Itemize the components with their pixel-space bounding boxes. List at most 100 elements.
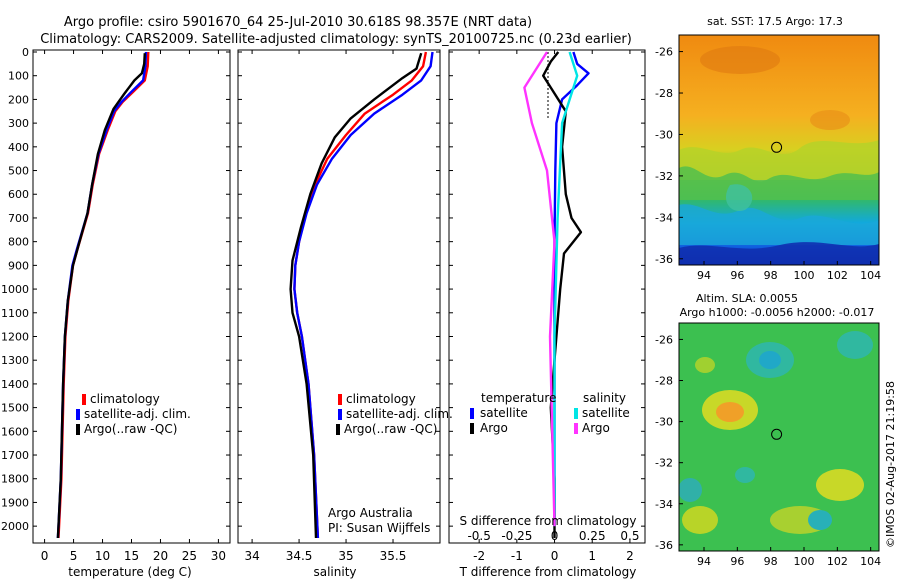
map-x-tick-label: 102 — [827, 269, 848, 282]
x-tick-label: 15 — [124, 549, 139, 563]
sst-field — [679, 35, 879, 265]
salinity-axes-box — [237, 49, 441, 544]
x-top-tick-label: -0.5 — [467, 529, 490, 543]
pi-note: PI: Susan Wijffels — [328, 521, 430, 535]
map-x-tick-label: 104 — [860, 269, 881, 282]
sst-map-title: sat. SST: 17.5 Argo: 17.3 — [707, 15, 843, 28]
series-line-salinity-satellite — [553, 51, 579, 527]
imos-credit: ©IMOS 02-Aug-2017 21:19:58 — [884, 381, 897, 548]
sst-map-panel: sat. SST: 17.5 Argo: 17.3 94 96 98 100 102 10… — [655, 15, 881, 282]
sst-warm-patch — [700, 46, 780, 74]
y-tick-label: 700 — [8, 212, 29, 225]
y-tick-label: 500 — [8, 165, 29, 178]
t-difference-label: T difference from climatology — [459, 565, 637, 579]
s-difference-label: S difference from climatology — [460, 514, 637, 528]
legend-label-satellite: satellite-adj. clim. — [346, 407, 453, 421]
legend-swatch-temp-argo — [470, 423, 474, 434]
temperature-legend: climatology satellite-adj. clim. Argo(..… — [76, 392, 191, 436]
legend-label-climatology: climatology — [90, 392, 160, 406]
salinity-legend: climatology satellite-adj. clim. Argo(..… — [336, 392, 453, 436]
map-x-tick-label: 102 — [827, 555, 848, 568]
y-tick-label: 1200 — [1, 330, 29, 343]
sla-high-patch — [816, 469, 864, 501]
y-tick-label: 1600 — [1, 425, 29, 438]
sst-cold-band — [679, 242, 879, 265]
title-line-1: Argo profile: csiro 5901670_64 25-Jul-20… — [64, 15, 532, 30]
sla-map-frame — [678, 322, 880, 552]
series-line-satellite-adj-clim — [293, 51, 434, 539]
series-line-climatology — [57, 51, 150, 539]
series-line-salinity-argo — [523, 51, 556, 527]
sla-high-patch — [695, 357, 715, 373]
y-tick-label: 1300 — [1, 354, 29, 367]
sla-low-patch — [735, 467, 755, 483]
x-tick-label: 1 — [588, 549, 596, 563]
legend-label-argo: Argo(..raw -QC) — [84, 422, 177, 436]
map-y-tick-label: -28 — [655, 375, 673, 388]
map-y-tick-label: -32 — [655, 457, 673, 470]
sla-high-core — [716, 402, 744, 422]
x-tick-label: -2 — [473, 549, 485, 563]
temperature-xlabel: temperature (deg C) — [68, 565, 191, 579]
legend-label-climatology: climatology — [346, 392, 416, 406]
y-tick-label: 800 — [8, 236, 29, 249]
x-tick-label: 35 — [338, 549, 353, 563]
map-y-tick-label: -26 — [655, 46, 673, 59]
map-y-tick-label: -30 — [655, 128, 673, 141]
salinity-panel: 34 34.5 35 35.5 salinity climatology satell… — [237, 49, 453, 579]
y-tick-label: 1900 — [1, 496, 29, 509]
sla-low-patch — [679, 478, 702, 502]
salinity-xlabel: salinity — [313, 565, 356, 579]
x-top-tick-label: 0 — [551, 529, 559, 543]
y-tick-label: 200 — [8, 93, 29, 106]
map-y-tick-label: -34 — [655, 211, 673, 224]
y-tick-label: 1400 — [1, 378, 29, 391]
difference-panel: -2 -1 0 1 2 -0.5 -0.25 0 0.25 0.5 S difference fr… — [448, 49, 646, 579]
argo-location-marker — [771, 428, 783, 440]
sla-low-patch — [837, 331, 873, 359]
map-x-tick-label: 94 — [697, 555, 711, 568]
map-x-tick-label: 100 — [794, 269, 815, 282]
y-tick-label: 300 — [8, 117, 29, 130]
sla-map-panel: Altim. SLA: 0.0055 Argo h1000: -0.0056 h… — [655, 292, 881, 568]
legend-swatch-satellite — [338, 409, 342, 420]
map-x-tick-label: 98 — [764, 269, 778, 282]
y-tick-label: 1800 — [1, 473, 29, 486]
legend-swatch-satellite — [76, 409, 80, 420]
argo-location-marker — [771, 141, 783, 153]
temperature-panel: 0100200300400500600700800900100011001200… — [1, 46, 231, 579]
y-tick-label: 1100 — [1, 307, 29, 320]
title-line-2: Climatology: CARS2009. Satellite-adjuste… — [40, 32, 632, 47]
x-tick-label: 5 — [70, 549, 78, 563]
y-tick-label: 1700 — [1, 449, 29, 462]
map-x-tick-label: 98 — [764, 555, 778, 568]
legend-salinity-title: salinity — [583, 391, 626, 405]
map-x-tick-label: 96 — [730, 555, 744, 568]
y-tick-label: 400 — [8, 141, 29, 154]
sst-warm-patch — [810, 110, 850, 130]
legend-swatch-argo — [76, 424, 80, 435]
x-tick-label: 30 — [211, 549, 226, 563]
x-tick-label: 25 — [182, 549, 197, 563]
map-x-tick-label: 100 — [794, 555, 815, 568]
y-tick-label: 0 — [22, 46, 29, 59]
difference-legend: temperature salinity satellite Argo sate… — [470, 391, 630, 435]
sla-map-title: Altim. SLA: 0.0055 — [696, 292, 798, 305]
legend-label-argo: Argo(..raw -QC) — [344, 422, 437, 436]
x-tick-label: -1 — [511, 549, 523, 563]
x-top-tick-label: 0.5 — [620, 529, 639, 543]
y-tick-label: 600 — [8, 188, 29, 201]
legend-label-satellite: satellite-adj. clim. — [84, 407, 191, 421]
y-tick-label: 1000 — [1, 283, 29, 296]
x-tick-label: 0 — [551, 549, 559, 563]
y-tick-label: 900 — [8, 259, 29, 272]
legend-swatch-climatology — [338, 394, 342, 405]
legend-swatch-sal-argo — [574, 423, 578, 434]
map-x-tick-label: 96 — [730, 269, 744, 282]
y-tick-label: 2000 — [1, 520, 29, 533]
series-line-satellite-adj-clim — [56, 51, 148, 539]
map-y-tick-label: -36 — [655, 253, 673, 266]
legend-swatch-sal-satellite — [574, 408, 578, 419]
sst-front-yellow — [679, 140, 879, 180]
x-tick-label: 20 — [153, 549, 168, 563]
